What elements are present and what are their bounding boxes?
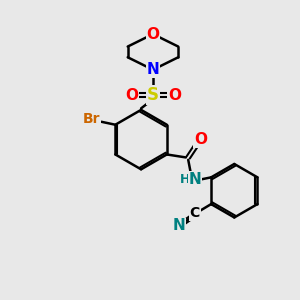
Text: S: S (147, 86, 159, 104)
Text: N: N (173, 218, 186, 233)
Text: Br: Br (83, 112, 100, 126)
Text: O: O (125, 88, 138, 103)
Text: O: O (194, 132, 207, 147)
Text: H: H (179, 173, 190, 186)
Text: C: C (190, 206, 200, 220)
Text: O: O (146, 27, 160, 42)
Text: O: O (168, 88, 181, 103)
Text: N: N (188, 172, 201, 187)
Text: N: N (147, 62, 159, 77)
